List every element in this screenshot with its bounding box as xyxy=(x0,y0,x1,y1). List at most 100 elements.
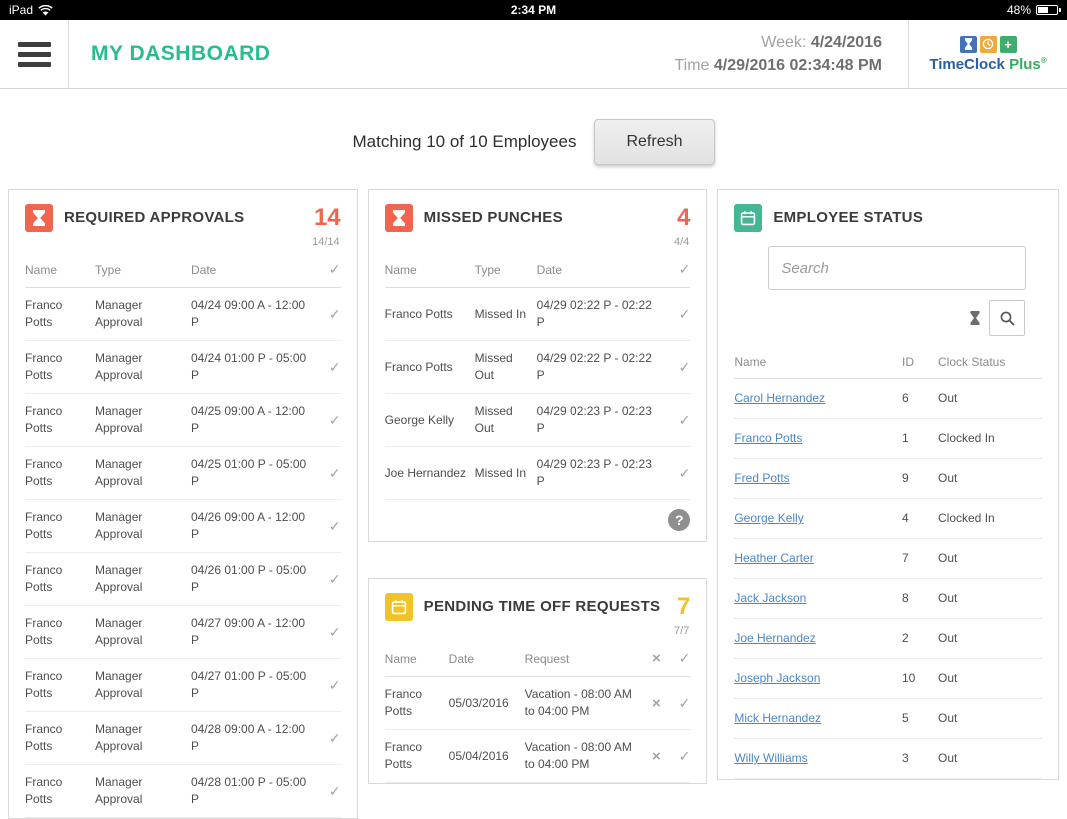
employee-row: Jack Jackson 8 Out xyxy=(734,579,1042,619)
col-type: Type xyxy=(95,262,122,277)
approve-icon[interactable]: ✓ xyxy=(678,358,691,375)
approve-icon[interactable]: ✓ xyxy=(678,305,691,322)
employee-link[interactable]: Joe Hernandez xyxy=(734,631,816,645)
approve-icon[interactable]: ✓ xyxy=(678,694,691,711)
app-header: MY DASHBOARD Week: 4/24/2016 Time 4/29/2… xyxy=(0,20,1067,89)
approve-icon[interactable]: ✓ xyxy=(328,305,341,322)
hourglass-icon xyxy=(384,204,413,232)
approval-row: Franco Potts Manager Approval 04/25 09:0… xyxy=(25,394,341,447)
employee-row: Heather Carter 7 Out xyxy=(734,539,1042,579)
employee-name: Franco Potts xyxy=(384,359,453,374)
employee-id: 9 xyxy=(902,471,909,485)
refresh-button[interactable]: Refresh xyxy=(594,119,715,165)
col-type: Type xyxy=(474,262,501,277)
table-header: Name Date Request × ✓ xyxy=(384,641,691,677)
employee-name: Franco Potts xyxy=(25,775,63,806)
approval-row: Franco Potts Manager Approval 04/27 01:0… xyxy=(25,659,341,712)
logo-clock-icon xyxy=(979,35,997,53)
punch-row: Franco Potts Missed In 04/29 02:22 P - 0… xyxy=(384,288,691,341)
hamburger-menu-button[interactable] xyxy=(0,20,69,88)
approvals-table: Franco Potts Manager Approval 04/24 09:0… xyxy=(25,288,341,818)
employee-name: Franco Potts xyxy=(384,306,453,321)
employee-name: Franco Potts xyxy=(25,298,63,329)
punches-table: Franco Potts Missed In 04/29 02:22 P - 0… xyxy=(384,288,691,500)
punch-row: Joe Hernandez Missed In 04/29 02:23 P - … xyxy=(384,447,691,500)
table-header: Name Type Date ✓ xyxy=(25,252,341,288)
employee-name: Franco Potts xyxy=(384,687,423,718)
employee-link[interactable]: Franco Potts xyxy=(734,431,803,445)
employee-row: Mick Hernandez 5 Out xyxy=(734,699,1042,739)
employee-status-table: Carol Hernandez 6 Out Franco Potts 1 Clo… xyxy=(734,379,1042,779)
approve-icon[interactable]: ✓ xyxy=(328,729,341,746)
time-off-row: Franco Potts 05/04/2016 Vacation - 08:00… xyxy=(384,730,691,783)
missed-punches-card: MISSED PUNCHES 4 4/4 Name Type Date ✓ Fr… xyxy=(367,189,708,542)
deny-all-icon[interactable]: × xyxy=(651,650,661,667)
punch-row: George Kelly Missed Out 04/29 02:23 P - … xyxy=(384,394,691,447)
employee-link[interactable]: Heather Carter xyxy=(734,551,814,565)
timeclock-plus-logo: + TimeClock Plus® xyxy=(909,20,1067,88)
approve-icon[interactable]: ✓ xyxy=(328,464,341,481)
employee-link[interactable]: Carol Hernandez xyxy=(734,391,826,405)
search-button[interactable] xyxy=(989,300,1025,336)
search-input[interactable] xyxy=(768,246,1026,290)
punch-date: 04/29 02:22 P - 02:22 P xyxy=(536,351,652,382)
approve-icon[interactable]: ✓ xyxy=(678,747,691,764)
employee-id: 8 xyxy=(902,591,909,605)
approval-type: Manager Approval xyxy=(95,351,143,382)
employee-name: Franco Potts xyxy=(25,457,63,488)
approval-row: Franco Potts Manager Approval 04/25 01:0… xyxy=(25,447,341,500)
card-title: MISSED PUNCHES xyxy=(423,209,563,226)
approve-icon[interactable]: ✓ xyxy=(328,411,341,428)
employee-name: Franco Potts xyxy=(25,616,63,647)
time-value: 4/29/2016 02:34:48 PM xyxy=(713,57,882,74)
pending-time-off-card: PENDING TIME OFF REQUESTS 7 7/7 Name Dat… xyxy=(367,578,708,784)
approve-icon[interactable]: ✓ xyxy=(678,411,691,428)
approval-type: Manager Approval xyxy=(95,457,143,488)
hourglass-busy-icon xyxy=(970,311,980,325)
approval-type: Manager Approval xyxy=(95,775,143,806)
clock-status: Out xyxy=(938,391,958,405)
punch-date: 04/29 02:23 P - 02:23 P xyxy=(536,457,652,488)
deny-icon[interactable]: × xyxy=(651,747,661,765)
employee-row: Fred Potts 9 Out xyxy=(734,459,1042,499)
employee-link[interactable]: Joseph Jackson xyxy=(734,671,821,685)
employee-row: Joseph Jackson 10 Out xyxy=(734,659,1042,699)
time-off-table: Franco Potts 05/03/2016 Vacation - 08:00… xyxy=(384,677,691,783)
logo-wordmark: TimeClock Plus® xyxy=(929,55,1047,73)
time-off-row: Franco Potts 05/03/2016 Vacation - 08:00… xyxy=(384,677,691,730)
approve-icon[interactable]: ✓ xyxy=(328,358,341,375)
punch-date: 04/29 02:23 P - 02:23 P xyxy=(536,404,652,435)
employee-link[interactable]: Mick Hernandez xyxy=(734,711,822,725)
employee-link[interactable]: Jack Jackson xyxy=(734,591,807,605)
approve-icon[interactable]: ✓ xyxy=(328,782,341,799)
approve-icon[interactable]: ✓ xyxy=(328,676,341,693)
approve-all-icon[interactable]: ✓ xyxy=(328,261,341,277)
approve-icon[interactable]: ✓ xyxy=(328,517,341,534)
required-approvals-card: REQUIRED APPROVALS 14 14/14 Name Type Da… xyxy=(8,189,358,819)
approve-icon[interactable]: ✓ xyxy=(678,464,691,481)
status-bar-time: 2:34 PM xyxy=(510,3,557,17)
help-icon[interactable]: ? xyxy=(668,509,691,531)
approval-date: 04/26 01:00 P - 05:00 P xyxy=(191,563,307,594)
approve-icon[interactable]: ✓ xyxy=(328,623,341,640)
magnifier-icon xyxy=(1000,311,1015,326)
approve-icon[interactable]: ✓ xyxy=(328,570,341,587)
card-title: EMPLOYEE STATUS xyxy=(773,209,924,226)
approval-type: Manager Approval xyxy=(95,669,143,700)
approval-row: Franco Potts Manager Approval 04/27 09:0… xyxy=(25,606,341,659)
card-title: REQUIRED APPROVALS xyxy=(64,209,245,226)
deny-icon[interactable]: × xyxy=(651,694,661,712)
employee-id: 2 xyxy=(902,631,909,645)
approve-all-icon[interactable]: ✓ xyxy=(678,650,691,666)
clock-status: Out xyxy=(938,471,958,485)
employee-id: 10 xyxy=(902,671,916,685)
battery-percent: 48% xyxy=(1006,3,1031,17)
employee-id: 6 xyxy=(902,391,909,405)
employee-link[interactable]: Willy Williams xyxy=(734,751,808,765)
employee-link[interactable]: George Kelly xyxy=(734,511,804,525)
approve-all-icon[interactable]: ✓ xyxy=(678,261,691,277)
employee-name: Franco Potts xyxy=(25,722,63,753)
employee-link[interactable]: Fred Potts xyxy=(734,471,790,485)
device-label: iPad xyxy=(9,3,34,17)
ios-status-bar: iPad 2:34 PM 48% xyxy=(0,0,1067,20)
